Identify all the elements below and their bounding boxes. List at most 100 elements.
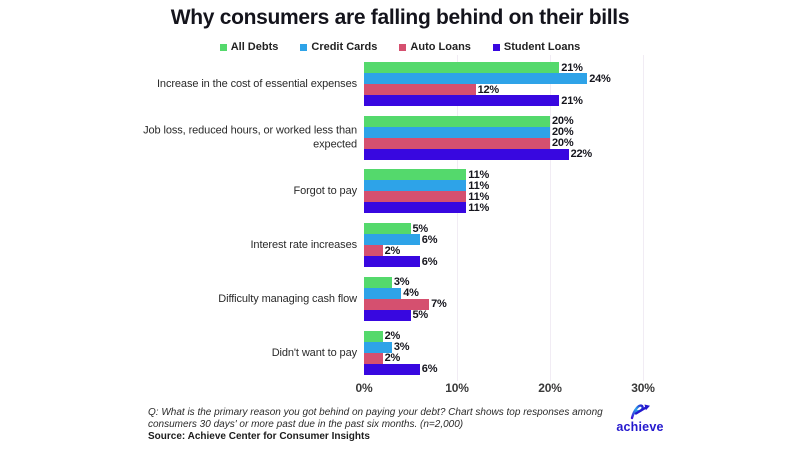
- bar-auto-loans: [364, 84, 476, 95]
- question-note-line1: Q: What is the primary reason you got be…: [148, 407, 603, 418]
- bar-row: 20%: [364, 137, 592, 149]
- gridline-10: [457, 55, 458, 381]
- chart-title: Why consumers are falling behind on thei…: [170, 6, 630, 29]
- bar-all-debts: [364, 115, 550, 127]
- bar-row: 21%: [364, 61, 611, 74]
- bar-value-label: 2%: [384, 244, 401, 257]
- legend-swatch: [300, 43, 308, 51]
- bar-value-label: 21%: [561, 61, 583, 74]
- bars: 3% 4% 7% 5%: [364, 276, 447, 321]
- bar-value-label: 20%: [552, 115, 574, 128]
- bar-auto-loans: [364, 298, 430, 310]
- bar-group: Job loss, reduced hours, or worked less …: [0, 115, 800, 160]
- bar-group: Didn't want to pay 2% 3% 2% 6%: [0, 330, 800, 375]
- bars: 2% 3% 2% 6%: [364, 330, 438, 375]
- bar-value-label: 3%: [393, 341, 410, 353]
- bar-row: 4%: [364, 287, 447, 300]
- achieve-logo: achieve: [608, 401, 672, 434]
- bar-value-label: 3%: [393, 276, 410, 289]
- legend-item-auto-loans: Auto Loans: [399, 41, 471, 53]
- category-label: Interest rate increases: [250, 238, 357, 251]
- bar-row: 11%: [364, 201, 490, 214]
- bar-row: 3%: [364, 276, 447, 289]
- bar-value-label: 4%: [403, 287, 419, 300]
- gridline-30: [643, 55, 644, 381]
- bar-value-label: 11%: [468, 201, 490, 214]
- achieve-wordmark: achieve: [616, 420, 664, 434]
- bars: 21% 24% 12% 21%: [364, 61, 611, 107]
- legend-label: Student Loans: [503, 41, 581, 53]
- bar-value-label: 2%: [384, 330, 401, 342]
- x-tick-label: 20%: [538, 381, 562, 395]
- bar-all-debts: [364, 330, 383, 342]
- bar-row: 6%: [364, 233, 438, 246]
- bar-auto-loans: [364, 137, 550, 149]
- bar-all-debts: [364, 169, 467, 181]
- category-label: Increase in the cost of essential expens…: [156, 77, 357, 90]
- achieve-logo-icon: [630, 404, 650, 420]
- bar-auto-loans: [364, 191, 467, 203]
- question-note-line2: consumers 30 days' or more past due in t…: [148, 418, 464, 430]
- bar-credit-cards: [364, 126, 550, 138]
- bar-row: 24%: [364, 73, 611, 85]
- bar-value-label: 6%: [421, 255, 438, 268]
- bar-row: 2%: [364, 330, 437, 342]
- bar-student-loans: [364, 309, 411, 321]
- bar-row: 5%: [364, 309, 447, 321]
- bar-row: 6%: [364, 255, 438, 268]
- legend-item-student-loans: Student Loans: [492, 41, 581, 53]
- bar-group: Increase in the cost of essential expens…: [0, 61, 800, 107]
- bar-row: 11%: [364, 191, 489, 203]
- bar-row: 22%: [364, 148, 592, 160]
- x-tick-label: 10%: [445, 381, 469, 395]
- category-label: Forgot to pay: [293, 185, 357, 198]
- bars: 20% 20% 20% 22%: [364, 115, 592, 160]
- x-tick-label: 30%: [631, 381, 655, 395]
- bar-row: 2%: [364, 352, 437, 364]
- bar-all-debts: [364, 62, 560, 73]
- bar-student-loans: [364, 363, 420, 375]
- legend-label: All Debts: [230, 41, 279, 53]
- bar-value-label: 6%: [421, 233, 438, 246]
- bar-student-loans: [364, 202, 467, 214]
- bar-value-label: 12%: [477, 83, 500, 96]
- bar-row: 11%: [364, 179, 490, 192]
- legend-label: Auto Loans: [410, 41, 471, 53]
- bar-all-debts: [364, 276, 392, 288]
- bar-group: Difficulty managing cash flow 3% 4% 7% 5%: [0, 276, 800, 321]
- bar-row: 6%: [364, 363, 438, 375]
- x-axis: 0% 10% 20% 30%: [0, 381, 800, 397]
- bar-value-label: 11%: [468, 179, 490, 192]
- legend-swatch: [492, 43, 500, 51]
- bar-value-label: 6%: [421, 363, 438, 375]
- legend-label: Credit Cards: [311, 41, 378, 53]
- bar-student-loans: [364, 256, 420, 268]
- category-label: Difficulty managing cash flow: [218, 292, 357, 305]
- category-label: Job loss, reduced hours, or worked less …: [143, 124, 357, 151]
- bar-value-label: 20%: [552, 126, 574, 139]
- category-label: Didn't want to pay: [271, 346, 357, 359]
- x-tick-label: 0%: [355, 381, 373, 395]
- bar-group: Interest rate increases 5% 6% 2% 6%: [0, 223, 800, 268]
- bar-row: 12%: [364, 83, 611, 96]
- bar-row: 21%: [364, 95, 611, 107]
- gridline-20: [550, 55, 551, 381]
- bar-row: 20%: [364, 126, 592, 139]
- bar-value-label: 7%: [431, 298, 447, 311]
- legend-item-credit-cards: Credit Cards: [300, 41, 377, 53]
- legend: All Debts Credit Cards Auto Loans Student L…: [0, 41, 800, 53]
- bar-credit-cards: [364, 73, 588, 84]
- bar-credit-cards: [364, 234, 420, 246]
- bar-row: 3%: [364, 341, 437, 353]
- bar-credit-cards: [364, 287, 402, 299]
- bar-student-loans: [364, 148, 569, 160]
- bar-value-label: 2%: [384, 352, 401, 364]
- bar-group: Forgot to pay 11% 11% 11% 11%: [0, 169, 800, 214]
- legend-item-all-debts: All Debts: [219, 41, 279, 53]
- bar-row: 5%: [364, 223, 437, 235]
- bar-row: 20%: [364, 115, 592, 128]
- footer-note: Q: What is the primary reason you got be…: [148, 407, 618, 443]
- legend-swatch: [219, 43, 227, 51]
